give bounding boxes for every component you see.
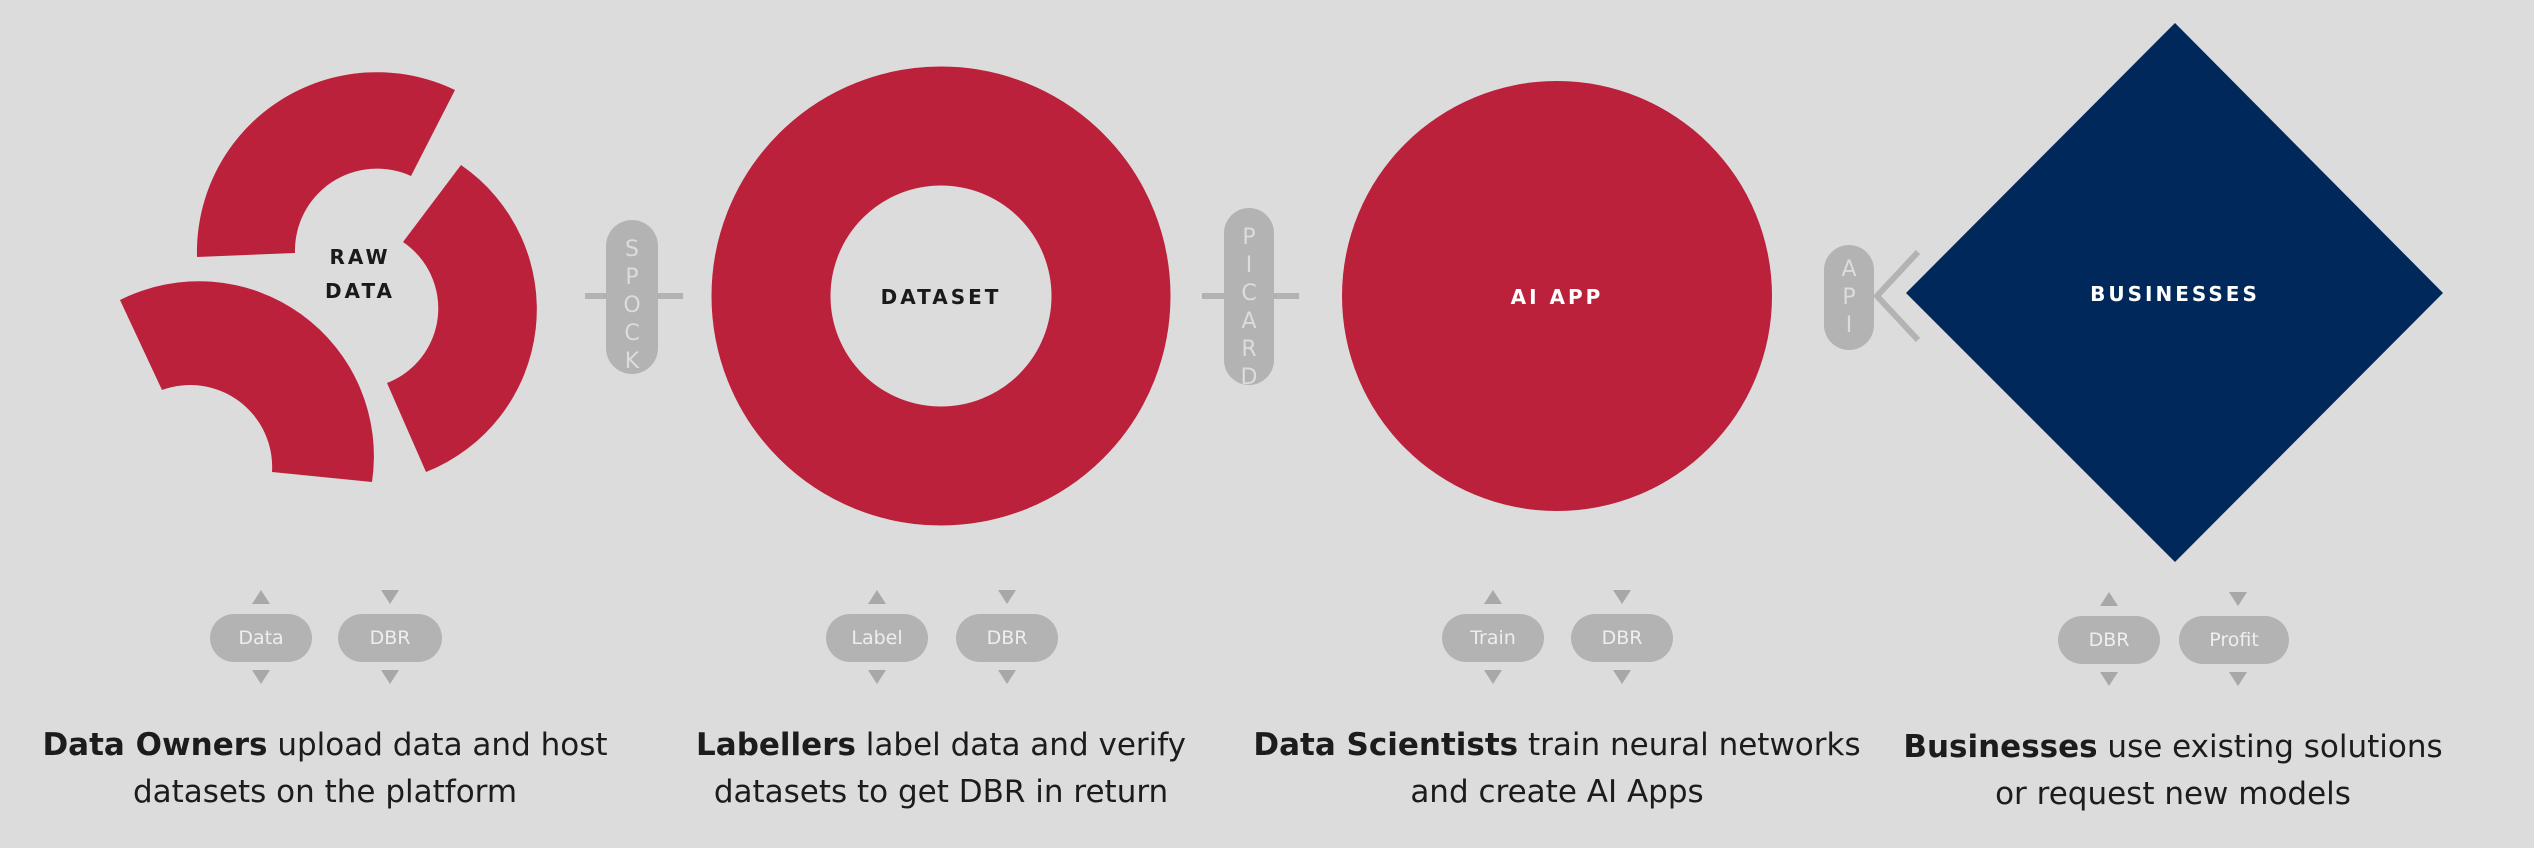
description-text: datasets on the platform [132,774,518,810]
raw-data-label-line1: RAW [329,245,391,269]
description-text: label data and verify [855,727,1186,763]
spock-text: S P O C K [612,236,652,376]
picard-connector [1202,208,1299,385]
raw-data-label-line2: DATA [324,279,396,303]
picard-letter: C [1241,281,1257,306]
raw-data-ring [120,72,537,482]
data-scientists-description: Data Scientists train neural networks an… [1252,722,1862,816]
token-dbr: DBR [2058,616,2160,664]
token-data: Data [210,614,312,662]
role-name: Data Owners [42,727,268,763]
data-owners-description: Data Owners upload data and host dataset… [20,722,630,816]
raw-data-label: RAW DATA [300,240,420,308]
api-letter: A [1841,257,1857,282]
businesses-diamond [1906,23,2443,562]
description-text: train neural networks [1518,727,1861,763]
description-text: datasets to get DBR in return [713,774,1169,810]
token-train: Train [1442,614,1544,662]
picard-letter: D [1240,365,1258,390]
labellers-description: Labellers label data and verify datasets… [636,722,1246,816]
picard-text: P I C A R D [1229,224,1269,392]
role-name: Businesses [1903,729,2098,765]
description-text: upload data and host [267,727,608,763]
ai-app-circle [1342,81,1772,511]
api-letter: P [1842,285,1856,310]
dataset-label: DATASET [880,285,1002,309]
token-dbr: DBR [1571,614,1673,662]
token-label: Label [826,614,928,662]
picard-letter: R [1241,337,1257,362]
picard-letter: P [1242,225,1256,250]
description-text: and create AI Apps [1410,774,1704,810]
raw-data-segment-top [196,72,455,257]
spock-letter: C [624,321,640,346]
dataset-ring [711,66,1171,526]
spock-connector [585,220,683,374]
description-text: or request new models [1995,776,2351,812]
spock-letter: S [625,237,639,262]
spock-letter: P [625,265,639,290]
picard-letter: A [1241,309,1257,334]
token-dbr: DBR [956,614,1058,662]
api-text: A P I [1829,256,1869,340]
api-connector [1824,245,1921,350]
description-text: use existing solutions [2097,729,2443,765]
spock-letter: O [623,293,641,318]
token-arrows [252,590,2247,686]
api-letter: I [1845,313,1853,338]
ai-app-label: AI APP [1510,285,1604,309]
role-name: Data Scientists [1253,727,1519,763]
spock-letter: K [624,349,640,374]
businesses-label: BUSINESSES [2090,282,2260,306]
raw-data-segment-bottom [120,281,374,482]
businesses-description: Businesses use existing solutions or req… [1868,724,2478,818]
raw-data-segment-right [387,165,537,472]
role-name: Labellers [696,727,856,763]
token-dbr: DBR [338,614,442,662]
token-profit: Profit [2179,616,2289,664]
picard-letter: I [1245,253,1253,278]
